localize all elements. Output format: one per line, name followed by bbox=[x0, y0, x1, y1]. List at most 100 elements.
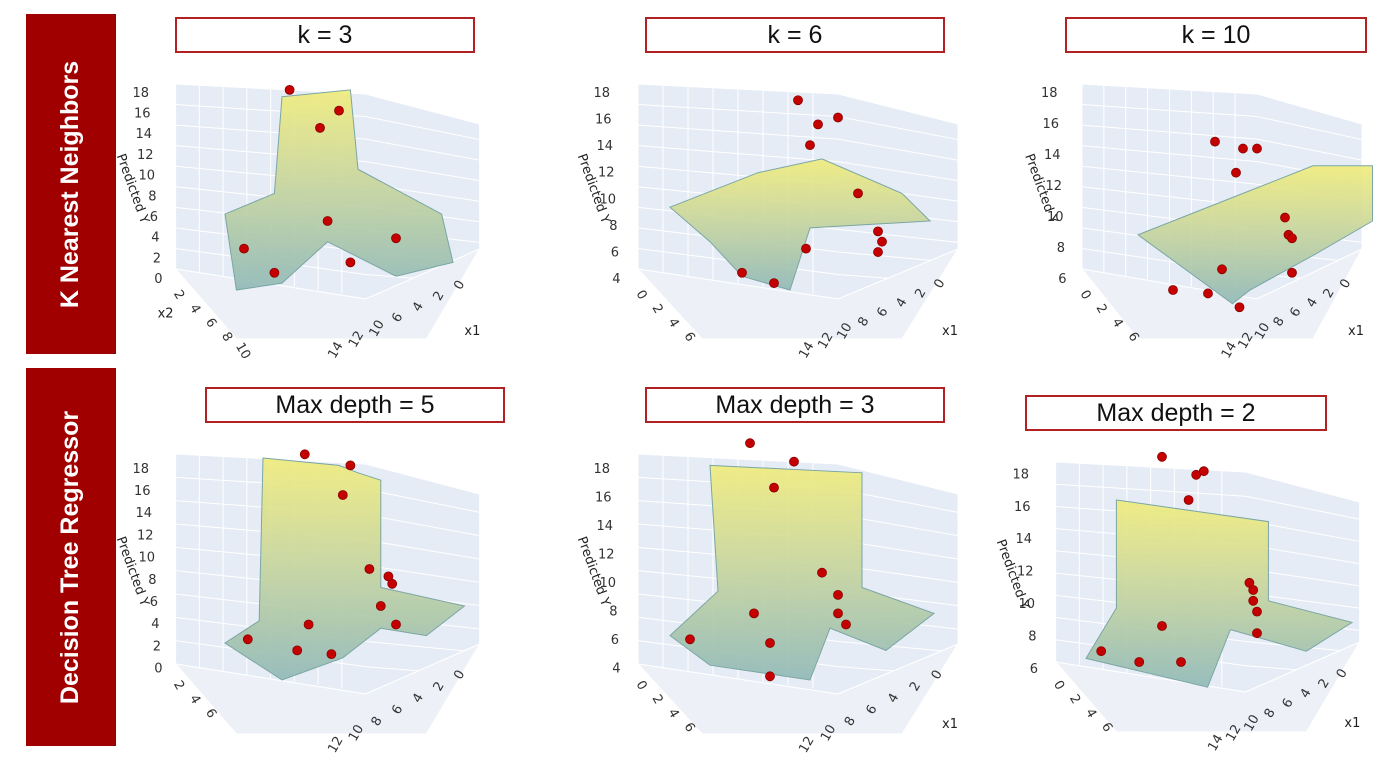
z-tick-label: 6 bbox=[611, 633, 619, 648]
sample-point bbox=[1252, 606, 1262, 617]
floor-pane bbox=[174, 642, 481, 735]
gridline bbox=[365, 514, 480, 537]
z-tick-label: 8 bbox=[1057, 241, 1065, 256]
z-tick-label: 6 bbox=[1030, 662, 1038, 677]
z-axis-label: Predicted Y bbox=[113, 535, 152, 609]
sample-point bbox=[345, 460, 356, 471]
z-tick-label: 16 bbox=[1014, 500, 1031, 515]
prediction-surface bbox=[669, 464, 936, 681]
z-tick-label: 12 bbox=[137, 528, 154, 543]
z-tick-label: 4 bbox=[612, 272, 620, 287]
sample-point bbox=[1157, 621, 1167, 631]
sample-point bbox=[1157, 451, 1167, 462]
gridline bbox=[365, 640, 480, 653]
x-axis-label: x1 bbox=[464, 324, 480, 339]
gridline bbox=[365, 564, 480, 583]
y-tick-label: 0 bbox=[632, 678, 649, 693]
sample-point bbox=[833, 112, 843, 123]
gridline bbox=[1256, 138, 1363, 161]
floor-pane bbox=[174, 247, 481, 340]
z-tick-label: 14 bbox=[135, 506, 152, 521]
z-tick-label: 18 bbox=[132, 86, 149, 101]
z-tick-label: 12 bbox=[137, 148, 154, 163]
sample-point bbox=[1168, 285, 1178, 295]
gridline bbox=[1245, 495, 1360, 520]
y-tick-label: 6 bbox=[680, 330, 697, 345]
sample-point bbox=[1252, 628, 1262, 639]
x-tick-label: 12 bbox=[1223, 722, 1244, 744]
z-tick-label: 4 bbox=[612, 662, 620, 677]
x-axis-label: x1 bbox=[942, 324, 958, 339]
z-tick-label: 16 bbox=[595, 112, 612, 127]
chart-panel-6: 18 16 14 12 10 8 6 Predicted Y 0 2 4 6 14 12 10 8 6 4 2 0 x1… bbox=[993, 392, 1390, 754]
z-tick-label: 6 bbox=[1058, 272, 1066, 287]
sample-point bbox=[315, 122, 325, 133]
chart-title: k = 6 bbox=[645, 17, 945, 53]
z-tick-label: 10 bbox=[1047, 210, 1064, 225]
chart-title: Max depth = 3 bbox=[645, 387, 945, 423]
y-tick-label: 6 bbox=[1124, 330, 1141, 345]
sample-point bbox=[873, 247, 883, 257]
prediction-surface bbox=[1085, 499, 1354, 688]
sample-point bbox=[299, 449, 310, 460]
sample-point bbox=[1176, 657, 1186, 667]
sample-point bbox=[1096, 646, 1107, 657]
y-tick-label: 2 bbox=[1092, 302, 1109, 317]
chart-panel-1: 18 16 14 12 10 8 6 4 2 0 Predicted Y 2 4 6 8 10 x2 14 12 10… bbox=[113, 14, 510, 362]
gridline bbox=[837, 640, 959, 653]
floor-pane bbox=[636, 642, 960, 735]
sample-point bbox=[1217, 264, 1227, 275]
z-tick-label: 16 bbox=[595, 490, 612, 505]
sample-point bbox=[322, 216, 333, 226]
x-tick-label: 10 bbox=[1241, 712, 1262, 734]
x-tick-label: 10 bbox=[346, 722, 367, 744]
sample-point bbox=[1280, 212, 1290, 223]
prediction-surface bbox=[224, 457, 466, 681]
chart-panel-3: 18 16 14 12 10 8 6 Predicted Y 0 2 4 6 14 12 10 8 6 4 2 0 x1… bbox=[1021, 14, 1390, 361]
z-tick-label: 18 bbox=[1012, 467, 1029, 482]
z-tick-label: 12 bbox=[1017, 565, 1034, 580]
sample-point bbox=[1238, 143, 1248, 154]
gridline bbox=[837, 161, 959, 182]
sample-point bbox=[749, 608, 759, 619]
sample-point bbox=[793, 95, 803, 106]
sample-point bbox=[292, 645, 303, 656]
sample-point bbox=[364, 564, 375, 574]
row-label-knn: K Nearest Neighbors bbox=[26, 14, 116, 354]
sample-point bbox=[303, 619, 314, 630]
z-tick-label: 14 bbox=[1015, 532, 1032, 547]
sample-point bbox=[387, 578, 398, 589]
y-tick-label: 4 bbox=[186, 302, 203, 317]
gridline bbox=[365, 488, 480, 513]
gridline bbox=[365, 116, 480, 141]
chart-panel-2: 18 16 14 12 10 8 6 4 Predicted Y 0 2 4 6 14 12 10 8 6 4 2 0 x… bbox=[574, 14, 990, 361]
sample-point bbox=[284, 85, 295, 95]
y-tick-label: 0 bbox=[632, 288, 649, 303]
y-tick-label: 6 bbox=[202, 316, 219, 331]
x-tick-label: 10 bbox=[834, 320, 855, 342]
x-tick-label: 12 bbox=[1235, 330, 1256, 352]
z-tick-label: 8 bbox=[1028, 629, 1036, 644]
sample-point bbox=[745, 438, 755, 449]
prediction-surface bbox=[1136, 165, 1373, 305]
z-axis-label: Predicted Y bbox=[574, 535, 613, 609]
chart-title: Max depth = 5 bbox=[205, 387, 505, 423]
sample-point bbox=[345, 257, 356, 268]
x-tick-label: 12 bbox=[346, 329, 367, 351]
floor-pane bbox=[636, 247, 960, 340]
x-tick-label: 12 bbox=[325, 734, 346, 756]
x-tick-label: 12 bbox=[796, 734, 817, 756]
chart-title: Max depth = 2 bbox=[1025, 395, 1327, 431]
sample-point bbox=[1210, 136, 1220, 147]
y-tick-label: 0 bbox=[1050, 678, 1067, 693]
y-tick-label: 4 bbox=[186, 692, 203, 707]
z-tick-label: 18 bbox=[1041, 86, 1058, 101]
z-tick-label: 6 bbox=[611, 245, 619, 260]
z-tick-label: 6 bbox=[150, 210, 158, 225]
